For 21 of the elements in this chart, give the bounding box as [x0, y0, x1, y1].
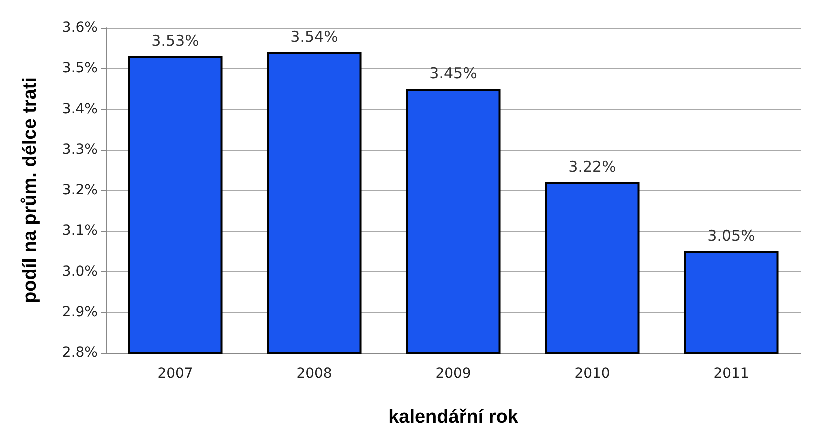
y-axis-title: podíl na prům. délce trati [20, 78, 41, 304]
data-label: 3.05% [708, 226, 756, 245]
data-label: 3.54% [290, 28, 338, 46]
x-tick-label: 2010 [574, 366, 610, 382]
x-tick-label: 2011 [714, 366, 750, 382]
y-tick-label: 3.5% [62, 60, 98, 77]
data-label: 3.22% [568, 158, 616, 176]
data-label: 3.45% [430, 64, 478, 82]
y-tick-label: 2.8% [62, 345, 98, 361]
y-tick-label: 2.9% [62, 304, 98, 320]
y-tick-label: 3.0% [62, 264, 98, 280]
x-tick-label: 2009 [436, 366, 472, 382]
y-tick-label: 3.4% [62, 101, 98, 118]
x-tick-label: 2007 [158, 366, 194, 382]
x-axis-title: kalendářní rok [388, 407, 519, 428]
y-tick-label: 3.6% [62, 20, 98, 36]
data-label: 3.53% [152, 32, 200, 50]
y-tick-label: 3.3% [62, 142, 98, 158]
y-tick-label: 3.1% [62, 223, 98, 240]
y-tick-label: 3.2% [62, 182, 98, 198]
x-tick-label: 2008 [296, 366, 332, 382]
